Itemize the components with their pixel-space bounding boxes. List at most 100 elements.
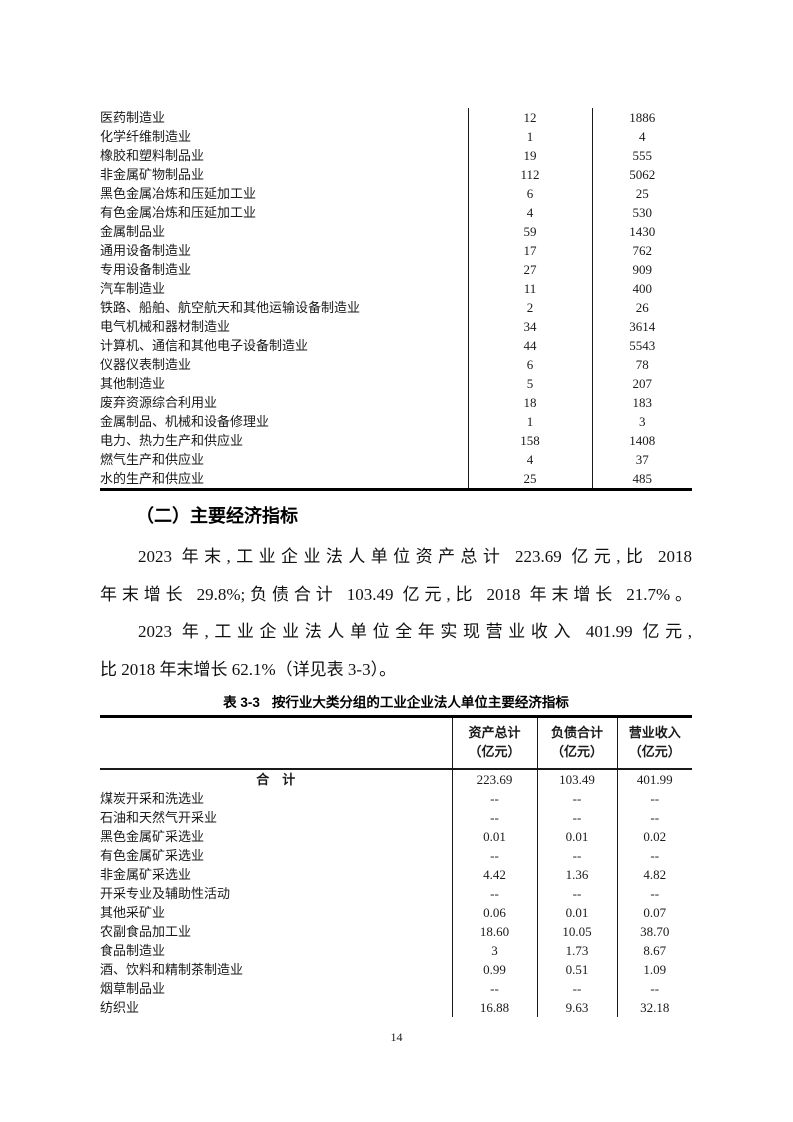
header-revenue: 营业收入 （亿元） [616,716,692,770]
table-row: 仪器仪表制造业 6 78 [100,355,692,374]
table-row: 农副食品加工业 18.60 10.05 38.70 [100,922,692,941]
table-row: 其他采矿业 0.06 0.01 0.07 [100,903,692,922]
table-total-body: 合 计 223.69 103.49 401.99 [100,769,692,789]
continued-table-body: 医药制造业 12 1886 化学纤维制造业 1 4 橡胶和塑料制品业 19 555 非金属矿物制品… [100,108,692,490]
row-label: 计算机、通信和其他电子设备制造业 [100,338,309,353]
total-row: 合 计 223.69 103.49 401.99 [100,769,692,789]
header-assets: 资产总计 （亿元） [451,716,537,770]
table-row: 电气机械和器材制造业 34 3614 [100,317,692,336]
row-value: 18.60 [451,922,537,941]
row-value: 6 [467,355,592,374]
row-value: 3614 [591,317,692,336]
table-row: 石油和天然气开采业 -- -- -- [100,808,692,827]
row-value: 34 [467,317,592,336]
row-value: 6 [467,184,592,203]
row-value: -- [451,884,537,903]
header-line: （亿元） [468,744,521,759]
table-row: 金属制品、机械和设备修理业 1 3 [100,412,692,431]
total-row-value: 103.49 [536,769,617,789]
row-label: 仪器仪表制造业 [100,357,192,372]
row-label: 煤炭开采和洗选业 [100,791,205,806]
row-value: 530 [591,203,692,222]
table-row: 煤炭开采和洗选业 -- -- -- [100,789,692,808]
row-value: 4.82 [616,865,692,884]
row-value: 16.88 [451,998,537,1017]
header-row: 资产总计 （亿元） 负债合计 （亿元） 营业收入 （亿元） [100,716,692,770]
row-value: -- [451,979,537,998]
row-label: 纺织业 [100,1000,140,1015]
body-text: 2023 年末,工业企业法人单位资产总计 223.69 亿元,比 2018 年末… [100,538,692,688]
row-value: -- [616,808,692,827]
row-value: 4 [467,450,592,469]
row-label: 水的生产和供应业 [100,471,205,486]
row-value: 4 [591,127,692,146]
row-value: 32.18 [616,998,692,1017]
table-row: 汽车制造业 11 400 [100,279,692,298]
row-value: 1408 [591,431,692,450]
row-value: 1 [467,412,592,431]
row-value: 5062 [591,165,692,184]
row-value: 762 [591,241,692,260]
row-value: 0.01 [451,827,537,846]
row-label: 金属制品、机械和设备修理业 [100,414,270,429]
row-value: 0.06 [451,903,537,922]
table-body: 煤炭开采和洗选业 -- -- -- 石油和天然气开采业 -- -- -- 黑色金属矿采选业 0.0… [100,789,692,1017]
row-value: 1 [467,127,592,146]
row-value: -- [451,846,537,865]
table-row: 金属制品业 59 1430 [100,222,692,241]
row-value: 44 [467,336,592,355]
row-value: 0.51 [536,960,617,979]
row-label: 专用设备制造业 [100,262,192,277]
row-value: 11 [467,279,592,298]
header-liabilities: 负债合计 （亿元） [536,716,617,770]
economic-indicators-table: 资产总计 （亿元） 负债合计 （亿元） 营业收入 （亿元） 合 计 [100,715,692,1017]
row-value: 19 [467,146,592,165]
table-row: 开采专业及辅助性活动 -- -- -- [100,884,692,903]
row-label: 非金属矿物制品业 [100,167,205,182]
row-label: 金属制品业 [100,224,166,239]
row-value: 4 [467,203,592,222]
total-row-value: 401.99 [616,769,692,789]
header-line: 营业收入 [628,725,681,741]
row-value: 555 [591,146,692,165]
row-value: 1.36 [536,865,617,884]
row-label: 黑色金属矿采选业 [100,829,205,844]
row-label: 石油和天然气开采业 [100,810,218,825]
row-value: -- [451,789,537,808]
table-row: 食品制造业 3 1.73 8.67 [100,941,692,960]
row-value: -- [616,884,692,903]
paragraph-line: 比 2018 年末增长 62.1%（详见表 3-3）。 [100,659,397,679]
row-value: -- [536,884,617,903]
table-row: 化学纤维制造业 1 4 [100,127,692,146]
page-number: 14 [390,1030,403,1044]
row-label: 食品制造业 [100,943,166,958]
row-label: 橡胶和塑料制品业 [100,148,205,163]
table-row: 纺织业 16.88 9.63 32.18 [100,998,692,1017]
row-value: 0.07 [616,903,692,922]
row-value: 3 [591,412,692,431]
row-value: 78 [591,355,692,374]
row-value: 5543 [591,336,692,355]
row-value: 158 [467,431,592,450]
row-value: 27 [467,260,592,279]
row-value: 1.73 [536,941,617,960]
row-value: 0.02 [616,827,692,846]
row-value: 112 [467,165,592,184]
table-row: 酒、饮料和精制茶制造业 0.99 0.51 1.09 [100,960,692,979]
row-value: 909 [591,260,692,279]
paragraph-line: 2023 年,工业企业法人单位全年实现营业收入 401.99 亿元, [138,622,692,641]
row-value: 207 [591,374,692,393]
row-label: 酒、饮料和精制茶制造业 [100,962,244,977]
table-row: 其他制造业 5 207 [100,374,692,393]
row-value: -- [536,808,617,827]
row-label: 通用设备制造业 [100,243,192,258]
row-label: 电气机械和器材制造业 [100,319,231,334]
row-value: 1430 [591,222,692,241]
row-value: 5 [467,374,592,393]
header-line: 负债合计 [550,725,603,741]
row-value: 8.67 [616,941,692,960]
row-value: 0.01 [536,827,617,846]
row-label: 黑色金属冶炼和压延加工业 [100,186,257,201]
row-value: -- [616,979,692,998]
